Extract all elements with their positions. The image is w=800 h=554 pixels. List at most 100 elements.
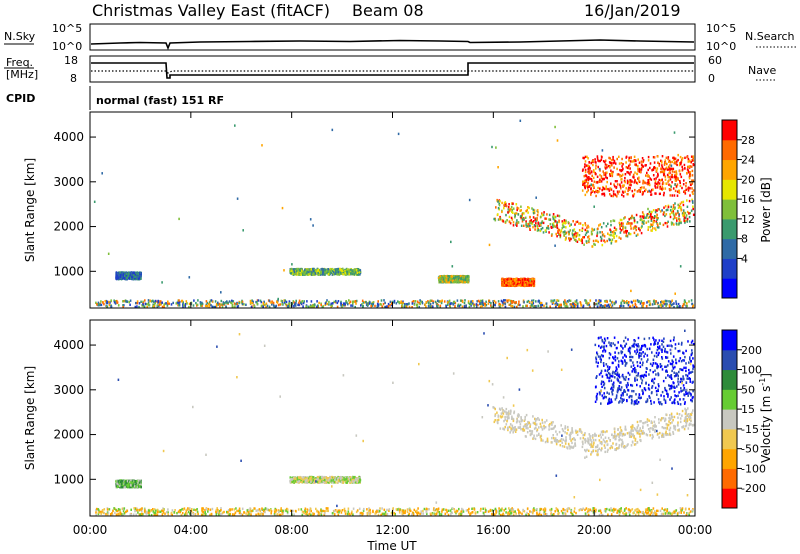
data-cell bbox=[320, 271, 322, 275]
data-cell bbox=[467, 300, 470, 303]
data-cell bbox=[671, 173, 673, 177]
data-cell bbox=[650, 229, 652, 232]
data-cell bbox=[601, 305, 603, 308]
data-cell bbox=[142, 300, 144, 303]
data-cell bbox=[584, 223, 587, 227]
data-cell bbox=[232, 305, 234, 309]
data-cell bbox=[300, 273, 302, 276]
data-cell bbox=[261, 144, 263, 147]
data-cell bbox=[347, 270, 350, 274]
data-cell bbox=[393, 301, 395, 304]
data-cell bbox=[629, 160, 632, 163]
data-cell bbox=[368, 302, 371, 305]
data-cell bbox=[227, 301, 229, 304]
data-cell bbox=[208, 301, 211, 304]
data-cell bbox=[545, 302, 548, 305]
data-cell bbox=[572, 220, 574, 223]
data-cell bbox=[677, 153, 679, 157]
data-cell bbox=[686, 302, 688, 305]
data-cell bbox=[130, 277, 133, 280]
data-cell bbox=[605, 176, 607, 179]
data-cell bbox=[199, 301, 202, 304]
colorbar-tick-label: 28 bbox=[741, 134, 755, 147]
data-cell bbox=[676, 219, 678, 222]
data-cell bbox=[589, 172, 591, 175]
data-cell bbox=[253, 304, 256, 308]
data-cell bbox=[611, 231, 614, 234]
data-cell bbox=[667, 168, 670, 171]
data-cell bbox=[619, 304, 622, 308]
data-cell bbox=[655, 220, 658, 223]
data-cell bbox=[576, 234, 579, 237]
data-cell bbox=[606, 176, 608, 180]
data-cell bbox=[674, 183, 676, 186]
data-cell bbox=[128, 273, 130, 276]
data-cell bbox=[619, 183, 621, 186]
nsearch-tick-top: 10^5 bbox=[706, 22, 736, 35]
data-cell bbox=[582, 304, 585, 307]
data-cell bbox=[268, 305, 271, 308]
data-cell bbox=[413, 303, 416, 306]
data-cell bbox=[593, 180, 596, 183]
data-cell bbox=[657, 217, 659, 220]
data-cell bbox=[643, 219, 645, 223]
data-cell bbox=[425, 301, 427, 304]
data-cell bbox=[672, 187, 675, 190]
data-cell bbox=[425, 305, 427, 308]
data-cell bbox=[533, 209, 536, 212]
data-cell bbox=[310, 268, 312, 271]
data-cell bbox=[125, 274, 128, 278]
data-cell bbox=[450, 274, 453, 278]
data-cell bbox=[354, 271, 357, 274]
data-cell bbox=[558, 214, 561, 218]
data-cell bbox=[676, 163, 678, 167]
data-cell bbox=[524, 283, 527, 286]
data-cell bbox=[296, 267, 298, 271]
data-cell bbox=[355, 302, 357, 305]
data-cell bbox=[233, 302, 236, 305]
data-cell bbox=[144, 299, 146, 302]
data-cell bbox=[411, 306, 413, 309]
data-cell bbox=[296, 270, 298, 274]
data-cell bbox=[569, 229, 572, 232]
data-cell bbox=[663, 206, 665, 209]
data-cell bbox=[615, 234, 618, 238]
data-cell bbox=[302, 301, 305, 305]
data-cell bbox=[429, 303, 432, 306]
data-cell bbox=[632, 299, 635, 303]
data-cell bbox=[633, 181, 636, 184]
data-cell bbox=[619, 185, 622, 188]
data-cell bbox=[649, 190, 652, 193]
colorbar-tick-label: 8 bbox=[741, 233, 748, 246]
data-cell bbox=[616, 167, 618, 171]
data-cell bbox=[639, 218, 642, 222]
data-cell bbox=[679, 173, 682, 176]
data-cell bbox=[568, 233, 570, 236]
data-cell bbox=[678, 163, 681, 167]
data-cell bbox=[684, 192, 687, 195]
data-cell bbox=[223, 302, 226, 305]
data-cell bbox=[331, 268, 334, 271]
data-cell bbox=[633, 192, 636, 196]
data-cell bbox=[439, 278, 441, 281]
data-cell bbox=[540, 305, 542, 309]
data-cell bbox=[292, 268, 295, 271]
data-cell bbox=[677, 177, 679, 180]
data-cell bbox=[689, 171, 692, 174]
data-cell bbox=[629, 163, 631, 166]
data-cell bbox=[661, 301, 664, 304]
colorbar-segment bbox=[722, 218, 737, 240]
data-cell bbox=[529, 305, 532, 308]
data-cell bbox=[606, 300, 608, 303]
data-cell bbox=[612, 234, 614, 237]
data-cell bbox=[661, 166, 664, 169]
data-cell bbox=[515, 301, 517, 304]
data-cell bbox=[676, 209, 679, 213]
data-cell bbox=[587, 167, 589, 171]
data-cell bbox=[679, 265, 682, 268]
data-cell bbox=[503, 207, 505, 210]
data-cell bbox=[142, 303, 144, 306]
data-cell bbox=[652, 188, 654, 191]
